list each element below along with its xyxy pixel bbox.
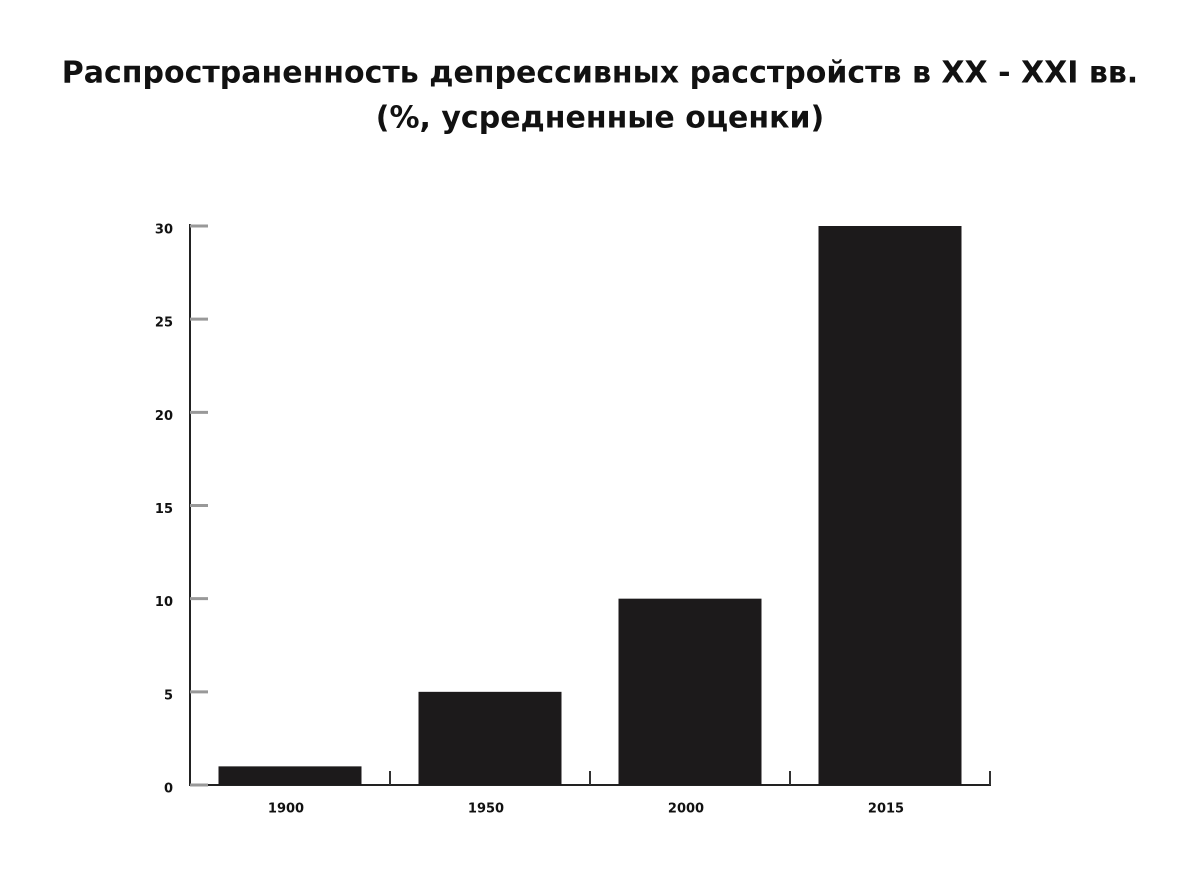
bar bbox=[618, 598, 762, 785]
bar bbox=[218, 766, 362, 785]
x-tick-label: 2000 bbox=[668, 802, 704, 817]
bar bbox=[818, 226, 962, 785]
y-tick-label: 0 bbox=[164, 782, 173, 797]
chart-subtitle: (%, усредненные оценки) bbox=[376, 101, 824, 136]
x-tick-label: 2015 bbox=[868, 802, 904, 817]
y-tick-label: 10 bbox=[155, 595, 173, 610]
x-tick-label: 1900 bbox=[268, 802, 304, 817]
y-tick-label: 15 bbox=[155, 502, 173, 517]
x-tick-label: 1950 bbox=[468, 802, 504, 817]
bar bbox=[418, 691, 562, 785]
y-tick-label: 25 bbox=[155, 316, 173, 331]
y-tick-label: 20 bbox=[155, 409, 173, 424]
y-tick-label: 30 bbox=[155, 223, 173, 238]
chart-title: Распространенность депрессивных расстрой… bbox=[62, 56, 1138, 91]
y-tick-label: 5 bbox=[164, 688, 173, 703]
